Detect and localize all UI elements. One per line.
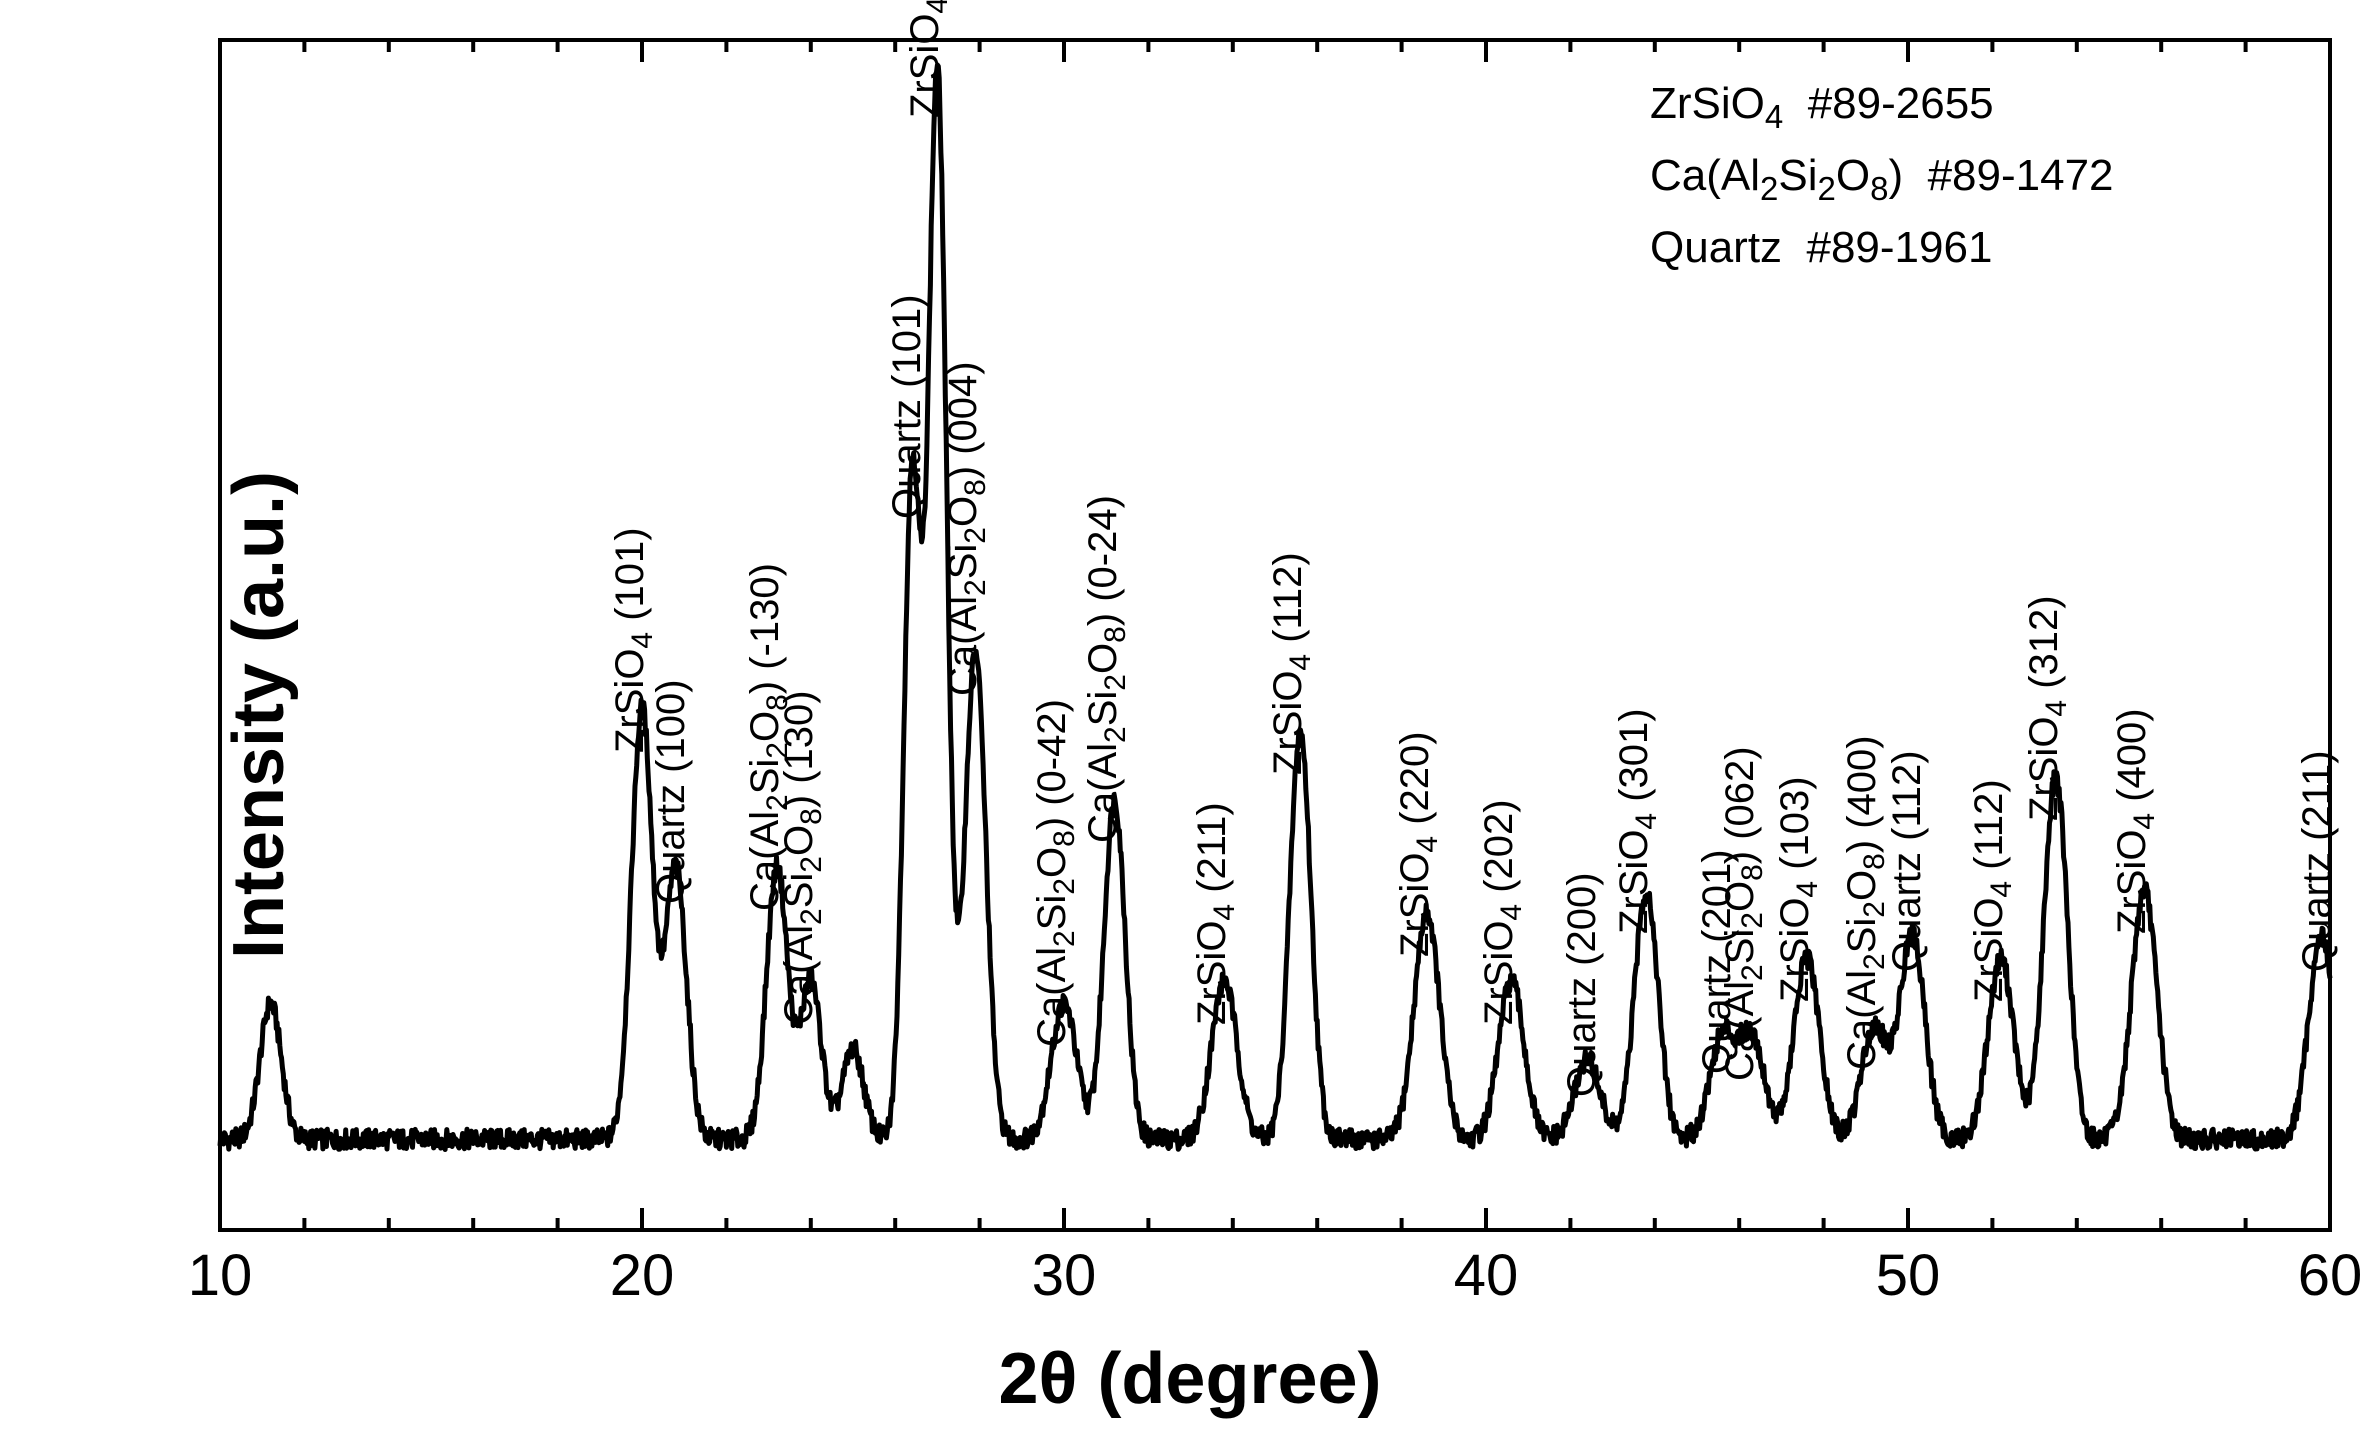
legend-line: Ca(Al2Si2O8) #89-1472 (1650, 142, 2114, 214)
legend-line: Quartz #89-1961 (1650, 214, 2114, 282)
peak-label: ZrSiO4 (400) (2110, 708, 2162, 934)
x-tick-label: 50 (1876, 1242, 1941, 1309)
peak-label: Quartz (200) (1560, 872, 1605, 1097)
peak-label: Quartz (112) (1885, 751, 1930, 973)
peak-label: Ca(Al2Si2O8) (130) (777, 690, 829, 1025)
peak-label: ZrSiO4 (103) (1773, 776, 1825, 1002)
peak-label: ZrSiO4 (112) (1266, 553, 1318, 776)
legend-line: ZrSiO4 #89-2655 (1650, 70, 2114, 142)
peak-label: ZrSiO4 (200) (903, 0, 955, 118)
peak-label: ZrSiO4 (312) (2022, 595, 2074, 821)
peak-label: Ca(Al2Si2O8) (0-24) (1081, 495, 1133, 843)
peak-label: ZrSiO4 (220) (1393, 731, 1445, 957)
peak-label: Quartz (100) (649, 680, 694, 905)
peak-label: ZrSiO4 (301) (1612, 708, 1664, 934)
x-tick-label: 40 (1454, 1242, 1519, 1309)
peak-label: Ca(Al2Si2O8) (004) (941, 361, 993, 696)
peak-label: Ca(Al2Si2O8) (0-42) (1030, 699, 1082, 1047)
peak-label: Ca(Al2Si2O8) (062) (1718, 747, 1770, 1082)
x-tick-label: 60 (2298, 1242, 2363, 1309)
x-tick-label: 10 (188, 1242, 253, 1309)
y-axis-label: Intensity (a.u.) (218, 471, 300, 959)
xrd-chart: Intensity (a.u.) 2θ (degree) ZrSiO4 #89-… (0, 0, 2380, 1430)
peak-label: ZrSiO4 (211) (1190, 802, 1242, 1025)
x-axis-label: 2θ (degree) (998, 1338, 1381, 1420)
peak-label: ZrSiO4 (202) (1477, 799, 1529, 1025)
x-tick-label: 20 (610, 1242, 675, 1309)
x-tick-label: 30 (1032, 1242, 1097, 1309)
legend: ZrSiO4 #89-2655Ca(Al2Si2O8) #89-1472Quar… (1650, 70, 2114, 282)
peak-label: Quartz (211) (2295, 751, 2340, 973)
peak-label: Quartz (101) (885, 294, 930, 519)
peak-label: ZrSiO4 (112) (1967, 779, 2019, 1002)
